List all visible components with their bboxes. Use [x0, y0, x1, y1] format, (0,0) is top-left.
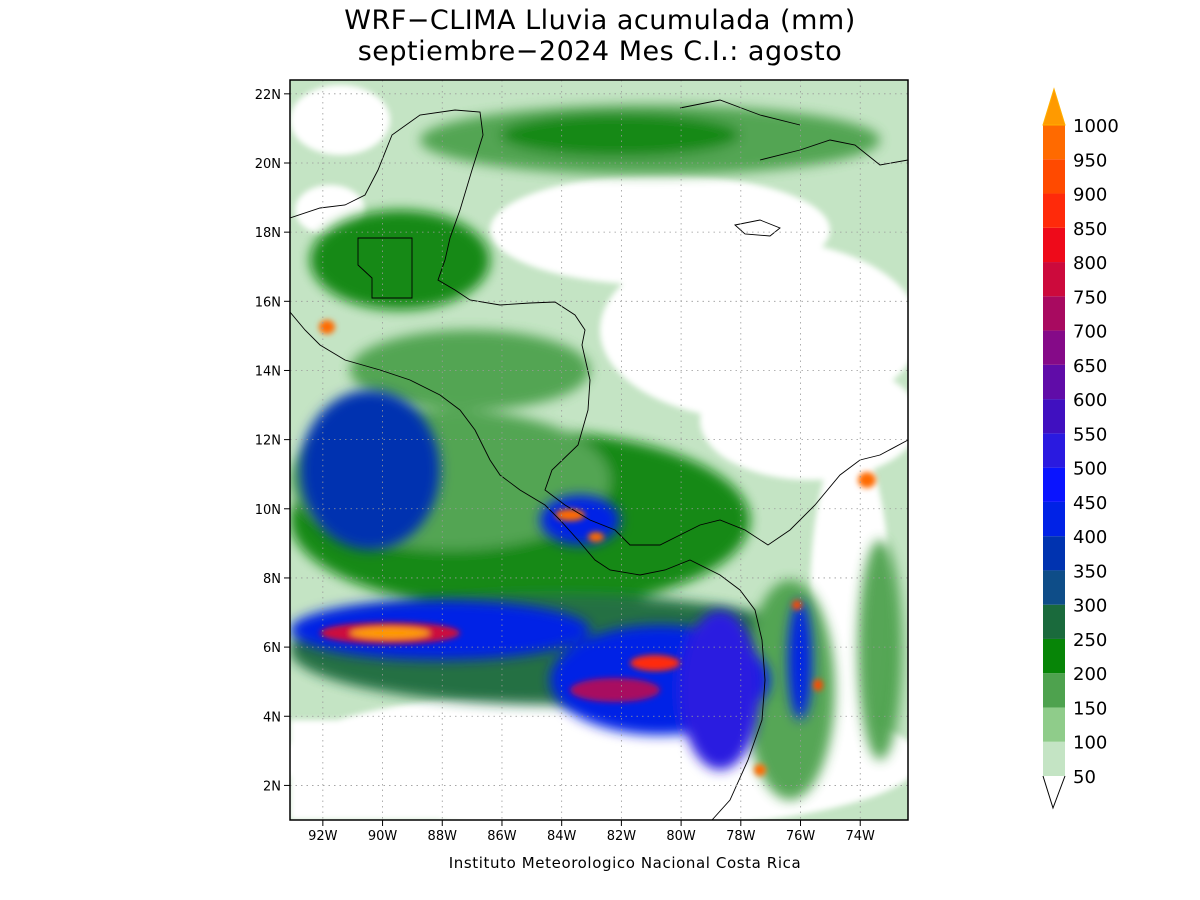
map-frame	[289, 79, 909, 821]
legend-over-triangle	[1042, 87, 1066, 126]
lat-tick-label: 14N	[255, 364, 281, 379]
lon-tick-label: 92W	[308, 829, 338, 844]
legend-color-box	[1043, 673, 1065, 708]
legend-color-box	[1043, 604, 1065, 639]
legend-color-box	[1043, 467, 1065, 502]
lon-tick-label: 74W	[846, 829, 876, 844]
lat-tick-label: 12N	[255, 434, 281, 449]
legend-color-box	[1043, 570, 1065, 605]
lat-tick-label: 8N	[263, 572, 281, 587]
lat-tick-label: 18N	[255, 226, 281, 241]
legend-level-label: 750	[1073, 287, 1107, 308]
legend-level-label: 400	[1073, 527, 1107, 548]
lon-tick-label: 78W	[726, 829, 756, 844]
legend-level-label: 800	[1073, 253, 1107, 274]
legend-level-label: 550	[1073, 424, 1107, 445]
lat-tick-label: 10N	[255, 503, 281, 518]
lat-tick-label: 6N	[263, 641, 281, 656]
lon-tick-label: 80W	[666, 829, 696, 844]
legend-color-box	[1043, 741, 1065, 776]
lat-tick-label: 16N	[255, 295, 281, 310]
legend-level-label: 350	[1073, 561, 1107, 582]
legend-color-box	[1043, 193, 1065, 228]
lat-tick-label: 2N	[263, 779, 281, 794]
axis-ticks: 92W 90W 88W 86W 84W 82W 80W 78W 76W 74W 2N 4N 6N 8N 10…	[255, 88, 875, 844]
legend-color-box	[1043, 433, 1065, 468]
lat-tick-label: 4N	[263, 710, 281, 725]
legend-color-box	[1043, 227, 1065, 263]
legend-level-label: 200	[1073, 664, 1107, 685]
credit-text: Instituto Meteorologico Nacional Costa R…	[448, 854, 802, 872]
legend-color-box	[1043, 330, 1065, 365]
legend-color-box	[1043, 399, 1065, 434]
color-bar-legend: 50 100 150 200 250 300 350 400 450 500 550 600 650 70…	[1042, 87, 1119, 810]
legend-level-label: 450	[1073, 493, 1107, 514]
legend-level-label: 1000	[1073, 116, 1119, 137]
lat-tick-label: 22N	[255, 88, 281, 103]
legend-color-box	[1043, 707, 1065, 742]
legend-color-box	[1043, 159, 1065, 194]
lat-tick-label: 20N	[255, 157, 281, 172]
graticule	[290, 80, 908, 820]
legend-color-box	[1043, 501, 1065, 537]
legend-color-box	[1043, 125, 1065, 160]
lon-tick-label: 76W	[786, 829, 816, 844]
legend-level-label: 300	[1073, 596, 1107, 617]
legend-level-label: 600	[1073, 390, 1107, 411]
coastlines	[290, 99, 908, 820]
legend-level-label: 900	[1073, 185, 1107, 206]
legend-color-box	[1043, 536, 1065, 571]
legend-level-label: 250	[1073, 630, 1107, 651]
legend-level-label: 950	[1073, 150, 1107, 171]
legend-color-box	[1043, 364, 1065, 400]
lon-tick-label: 84W	[547, 829, 577, 844]
legend-color-box	[1043, 296, 1065, 331]
precipitation-field	[290, 80, 908, 820]
legend-level-label: 500	[1073, 459, 1107, 480]
legend-level-label: 150	[1073, 698, 1107, 719]
map-title: WRF−CLIMA Lluvia acumulada (mm)	[344, 5, 856, 36]
lon-tick-label: 88W	[428, 829, 458, 844]
legend-level-label: 700	[1073, 322, 1107, 343]
legend-under-triangle	[1042, 775, 1066, 810]
lon-tick-label: 90W	[368, 829, 398, 844]
legend-level-label: 50	[1073, 767, 1096, 788]
lon-tick-label: 82W	[607, 829, 637, 844]
legend-level-label: 100	[1073, 733, 1107, 754]
legend-level-label: 650	[1073, 356, 1107, 377]
legend-color-box	[1043, 262, 1065, 297]
map-subtitle: septiembre−2024 Mes C.I.: agosto	[357, 36, 843, 67]
lon-tick-label: 86W	[487, 829, 517, 844]
legend-level-label: 850	[1073, 219, 1107, 240]
legend-color-box	[1043, 638, 1065, 674]
